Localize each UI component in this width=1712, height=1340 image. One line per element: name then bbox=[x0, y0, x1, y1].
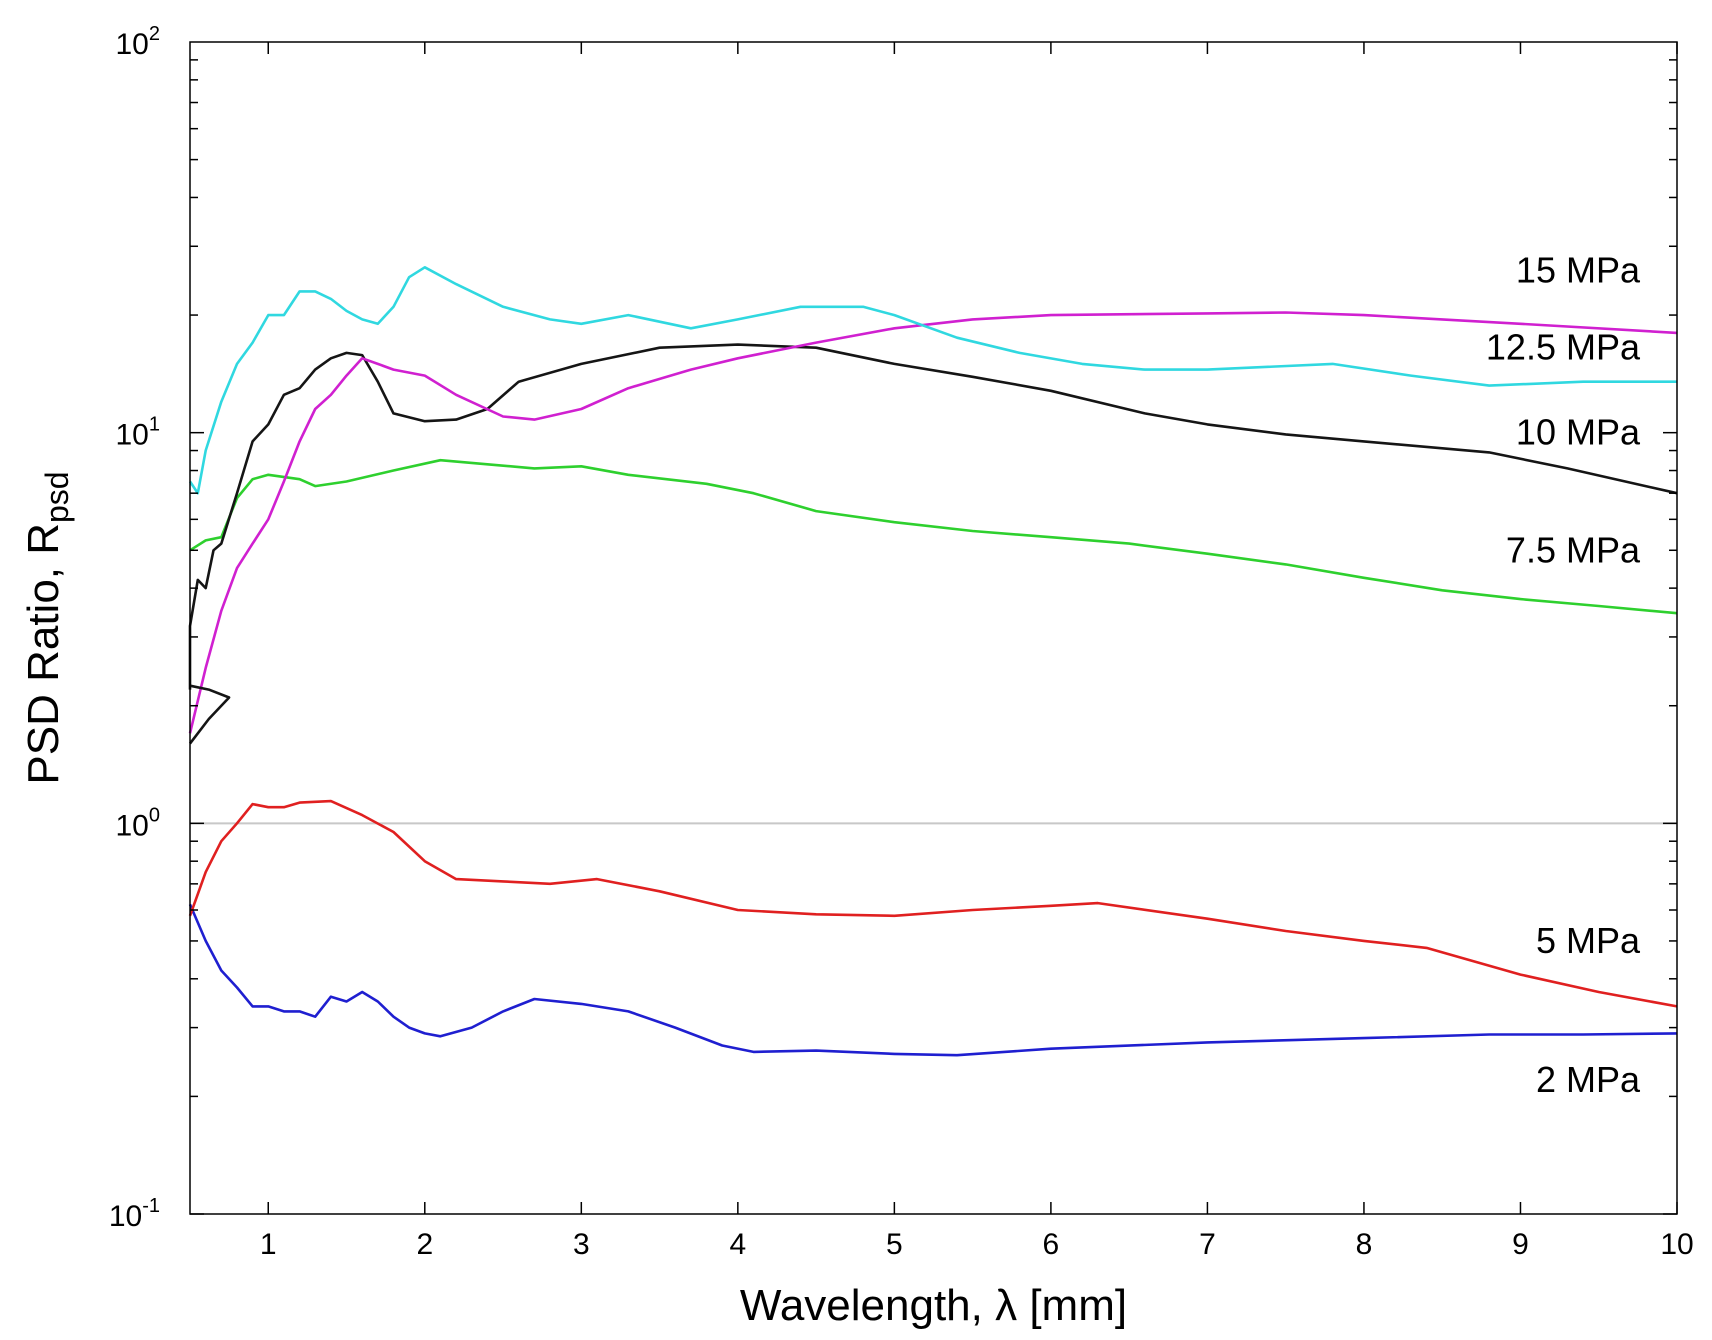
x-tick-label: 6 bbox=[1043, 1228, 1060, 1261]
series-label: 2 MPa bbox=[1536, 1059, 1641, 1100]
y-tick-label: 101 bbox=[116, 414, 161, 452]
x-tick-label: 2 bbox=[416, 1228, 433, 1261]
plot-frame bbox=[189, 41, 1678, 1215]
series-label: 10 MPa bbox=[1516, 412, 1641, 453]
y-tick-label: 102 bbox=[116, 23, 161, 61]
y-axis-label-main: PSD Ratio, R bbox=[19, 523, 68, 785]
series-labels: 2 MPa 5 MPa 7.5 MPa 10 MPa 12.5 MPa 15 MPa bbox=[1486, 250, 1641, 1101]
series-line-5-mpa bbox=[188, 799, 1678, 1008]
y-axis-label: PSD Ratio, Rpsd bbox=[19, 471, 75, 784]
series-line-10-mpa bbox=[188, 343, 1678, 690]
x-axis-label: Wavelength, λ [mm] bbox=[740, 1281, 1127, 1330]
x-tick-label: 3 bbox=[573, 1228, 590, 1261]
x-tick-labels: 1 2 3 4 5 6 7 8 9 10 bbox=[260, 1228, 1694, 1261]
series-label: 12.5 MPa bbox=[1486, 327, 1641, 368]
series-group bbox=[188, 266, 1678, 1057]
series-label: 15 MPa bbox=[1516, 250, 1641, 291]
series-label: 5 MPa bbox=[1536, 920, 1641, 961]
y-tick-label: 10-1 bbox=[109, 1195, 160, 1233]
x-tick-label: 7 bbox=[1199, 1228, 1216, 1261]
x-tick-label: 9 bbox=[1512, 1228, 1529, 1261]
series-line-15-mpa bbox=[188, 266, 1677, 495]
x-tick-label: 10 bbox=[1660, 1228, 1693, 1261]
series-line-artifact-6 bbox=[188, 684, 231, 745]
x-tick-label: 1 bbox=[260, 1228, 277, 1261]
x-tick-label: 8 bbox=[1356, 1228, 1373, 1261]
series-line-12-5-mpa bbox=[188, 311, 1678, 734]
x-tick-label: 5 bbox=[886, 1228, 903, 1261]
x-tick-label: 4 bbox=[729, 1228, 746, 1261]
series-line-2-mpa bbox=[188, 903, 1678, 1057]
axis-ticks bbox=[190, 42, 1678, 1215]
series-line-7-5-mpa bbox=[189, 458, 1678, 615]
y-tick-labels: 10-1 100 101 102 bbox=[109, 23, 160, 1233]
y-tick-label: 100 bbox=[116, 804, 161, 842]
y-axis-label-subscript: psd bbox=[39, 471, 75, 523]
series-label: 7.5 MPa bbox=[1506, 529, 1641, 570]
